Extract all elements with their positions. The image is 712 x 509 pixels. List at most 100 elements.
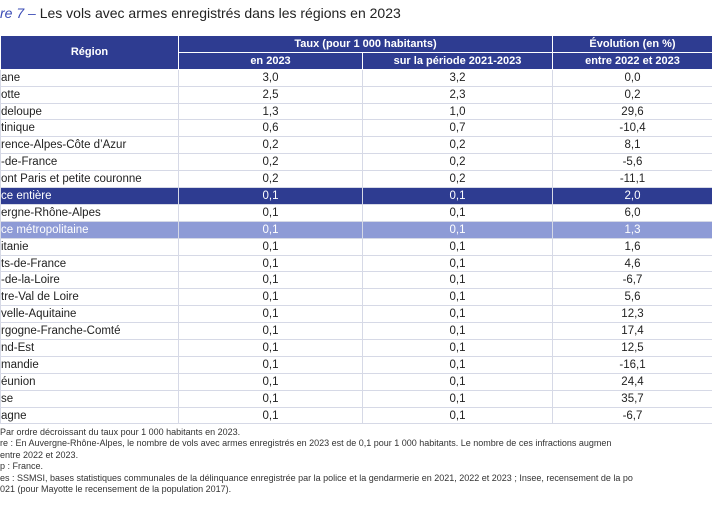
cell: 12,5: [552, 339, 712, 357]
cell: 0,1: [362, 237, 553, 256]
cell: 0,0: [552, 68, 712, 87]
cell: -6,7: [552, 271, 712, 290]
region-cell: éunion: [0, 372, 179, 391]
cell: 6,0: [552, 203, 712, 222]
region-cell: ce entière: [0, 187, 179, 205]
table-row: agne 0,1 0,1 -6,7: [0, 406, 712, 425]
cell: 4,6: [552, 254, 712, 273]
region-cell: -de-la-Loire: [0, 271, 179, 290]
region-cell: ce métropolitaine: [0, 220, 179, 239]
cell: 0,1: [178, 355, 363, 374]
cell: 1,0: [362, 102, 553, 121]
cell: 0,1: [178, 322, 363, 341]
table-row: otte 2,5 2,3 0,2: [0, 85, 712, 104]
table-row: ts-de-France 0,1 0,1 4,6: [0, 254, 712, 273]
note: es : SSMSI, bases statistiques communale…: [0, 472, 633, 483]
cell: 0,2: [552, 85, 712, 104]
table-row: ergne-Rhône-Alpes 0,1 0,1 6,0: [0, 203, 712, 222]
cell: 0,2: [178, 136, 363, 155]
cell: 0,1: [178, 389, 363, 408]
cell: 0,1: [362, 339, 553, 357]
cell: -11,1: [552, 170, 712, 189]
region-cell: otte: [0, 85, 179, 104]
region-cell: mandie: [0, 355, 179, 374]
cell: 0,1: [178, 254, 363, 273]
title-text: Les vols avec armes enregistrés dans les…: [39, 5, 401, 21]
cell: 0,1: [362, 355, 553, 374]
cell: 2,5: [178, 85, 363, 104]
table-row: rgogne-Franche-Comté 0,1 0,1 17,4: [0, 322, 712, 341]
header: en 2023: [178, 51, 363, 70]
cell: 12,3: [552, 305, 712, 324]
cell: 0,1: [362, 406, 553, 425]
region-cell: ane: [0, 68, 179, 87]
table-row: rence-Alpes-Côte d’Azur 0,2 0,2 8,1: [0, 136, 712, 155]
cell: 8,1: [552, 136, 712, 155]
note: 021 (pour Mayotte le recensement de la p…: [0, 484, 232, 495]
cell: 0,2: [178, 153, 363, 172]
cell: 0,1: [362, 288, 553, 307]
cell: 5,6: [552, 288, 712, 307]
cell: 0,1: [362, 220, 553, 239]
region-cell: velle-Aquitaine: [0, 305, 179, 324]
header: entre 2022 et 2023: [552, 51, 712, 70]
table-row: deloupe 1,3 1,0 29,6: [0, 102, 712, 121]
cell: 29,6: [552, 102, 712, 121]
cell: 0,1: [178, 406, 363, 425]
title-prefix: re 7 –: [0, 5, 36, 21]
cell: 0,1: [362, 322, 553, 341]
region-cell: ergne-Rhône-Alpes: [0, 203, 179, 222]
cell: 2,0: [552, 187, 712, 205]
cell: 0,7: [362, 119, 553, 138]
region-cell: rgogne-Franche-Comté: [0, 322, 179, 341]
cell: 0,1: [178, 305, 363, 324]
note: re : En Auvergne-Rhône-Alpes, le nombre …: [0, 438, 612, 449]
cell: 0,1: [362, 389, 553, 408]
header: Taux (pour 1 000 habitants): [178, 35, 553, 53]
note: p : France.: [0, 461, 44, 472]
region-cell: ont Paris et petite couronne: [0, 170, 179, 189]
cell: 0,1: [178, 372, 363, 391]
region-cell: se: [0, 389, 179, 408]
cell: -16,1: [552, 355, 712, 374]
region-cell: nd-Est: [0, 339, 179, 357]
cell: 1,3: [178, 102, 363, 121]
title: re 7 – Les vols avec armes enregistrés d…: [0, 5, 401, 21]
region-cell: ts-de-France: [0, 254, 179, 273]
table-row: mandie 0,1 0,1 -16,1: [0, 355, 712, 374]
table-row: velle-Aquitaine 0,1 0,1 12,3: [0, 305, 712, 324]
cell: 17,4: [552, 322, 712, 341]
cell: 35,7: [552, 389, 712, 408]
cell: 1,6: [552, 237, 712, 256]
region-cell: rence-Alpes-Côte d’Azur: [0, 136, 179, 155]
table-row: -de-la-Loire 0,1 0,1 -6,7: [0, 271, 712, 290]
cell: -5,6: [552, 153, 712, 172]
table-row: itanie 0,1 0,1 1,6: [0, 237, 712, 256]
header: Région: [0, 35, 179, 70]
cell: 0,1: [362, 203, 553, 222]
cell: 0,1: [362, 372, 553, 391]
cell: 3,2: [362, 68, 553, 87]
region-cell: -de-France: [0, 153, 179, 172]
cell: 0,1: [178, 203, 363, 222]
cell: 0,1: [178, 220, 363, 239]
region-cell: itanie: [0, 237, 179, 256]
region-cell: deloupe: [0, 102, 179, 121]
cell: 0,1: [178, 288, 363, 307]
table-row: tinique 0,6 0,7 -10,4: [0, 119, 712, 138]
table-row: ane 3,0 3,2 0,0: [0, 68, 712, 87]
table-row: nd-Est 0,1 0,1 12,5: [0, 339, 712, 357]
header: sur la période 2021-2023: [362, 51, 553, 70]
table-row: ce métropolitaine 0,1 0,1 1,3: [0, 220, 712, 239]
cell: 0,1: [178, 187, 363, 205]
cell: 0,2: [362, 153, 553, 172]
table-row: ont Paris et petite couronne 0,2 0,2 -11,1: [0, 170, 712, 189]
cell: 0,1: [178, 339, 363, 357]
cell: 0,1: [178, 271, 363, 290]
cell: 0,1: [362, 187, 553, 205]
cell: 2,3: [362, 85, 553, 104]
table: Région Taux (pour 1 000 habitants) Évoluti…: [0, 35, 712, 425]
cell: 0,1: [362, 305, 553, 324]
cell: 0,6: [178, 119, 363, 138]
